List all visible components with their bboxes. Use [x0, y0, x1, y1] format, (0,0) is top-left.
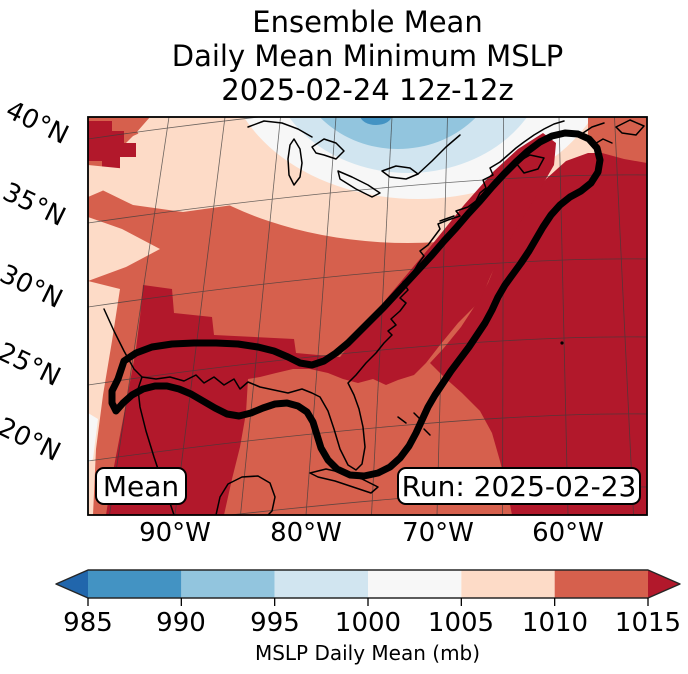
run-annotation-label: Run: 2025-02-23: [401, 469, 637, 503]
long-island: [439, 215, 455, 222]
fill-topleft-high: [88, 121, 136, 169]
gulf-st-lawrence: [579, 122, 605, 136]
coast-gulf-eastcoast: [103, 120, 565, 471]
lon-label-90w: 90°W: [139, 518, 211, 548]
colorbar-ticks: [87, 598, 649, 606]
mean-annotation-label: Mean: [102, 469, 180, 503]
title-line-2: Daily Mean Minimum MSLP: [171, 39, 564, 73]
colorbar-tick-1010: 1010: [521, 608, 589, 638]
fill-west-peach-peak: [88, 217, 160, 281]
colorbar-axis-label: MSLP Daily Mean (mb): [254, 641, 481, 665]
lake-huron: [311, 138, 345, 160]
fill-atlantic-high: [430, 153, 647, 515]
colorbar-over-arrow: [648, 570, 680, 598]
lake-erie: [337, 170, 381, 198]
lon-label-70w: 70°W: [402, 518, 474, 548]
fill-990-995-band: [319, 117, 477, 149]
fill-under-wedge-peach: [88, 165, 128, 197]
graticule: [88, 117, 647, 515]
lon-label-80w: 80°W: [270, 518, 342, 548]
figure-title: Ensemble Mean Daily Mean Minimum MSLP 20…: [88, 5, 647, 107]
nova-scotia: [515, 154, 545, 174]
lon-label-60w: 60°W: [532, 518, 604, 548]
colorbar-graphic: [55, 569, 681, 606]
colorbar-seg-995-1000: [274, 570, 368, 598]
colorbar-seg-1000-1005: [368, 570, 462, 598]
colorbar-seg-1010-1015: [554, 570, 648, 598]
colorbar-seg-1005-1010: [461, 570, 555, 598]
colorbar-seg-990-995: [181, 570, 275, 598]
fill-west-white-sliver: [88, 413, 98, 463]
run-annotation-box: Run: 2025-02-23: [397, 467, 641, 505]
map-frame: [87, 116, 648, 516]
fill-gulf-coastal-high: [106, 133, 556, 515]
colorbar-tick-1015: 1015: [614, 608, 682, 638]
newfoundland: [615, 119, 645, 136]
colorbar-tick-985: 985: [63, 608, 113, 638]
colorbar-tick-995: 995: [250, 608, 300, 638]
mean-annotation-box: Mean: [95, 467, 187, 505]
colorbar-tick-1000: 1000: [334, 608, 402, 638]
yucatan: [215, 475, 276, 515]
fill-west-peach-strip: [88, 281, 120, 515]
bahamas: [397, 412, 431, 436]
bermuda: [560, 341, 564, 345]
lake-michigan: [287, 138, 303, 186]
colorbar-seg-985-990: [88, 570, 182, 598]
colorbar-tick-990: 990: [156, 608, 206, 638]
thick-feature-contour: [108, 129, 604, 480]
st-lawrence: [417, 134, 461, 175]
lake-superior: [247, 120, 313, 138]
title-line-3: 2025-02-24 12z-12z: [221, 73, 514, 107]
fill-985-990-spot: [360, 117, 392, 125]
title-line-1: Ensemble Mean: [252, 5, 483, 39]
fill-ne-corner-salmon: [588, 117, 647, 163]
colorbar-tick-1005: 1005: [427, 608, 495, 638]
colorbar-under-arrow: [56, 570, 88, 598]
map-plot: [87, 116, 648, 516]
